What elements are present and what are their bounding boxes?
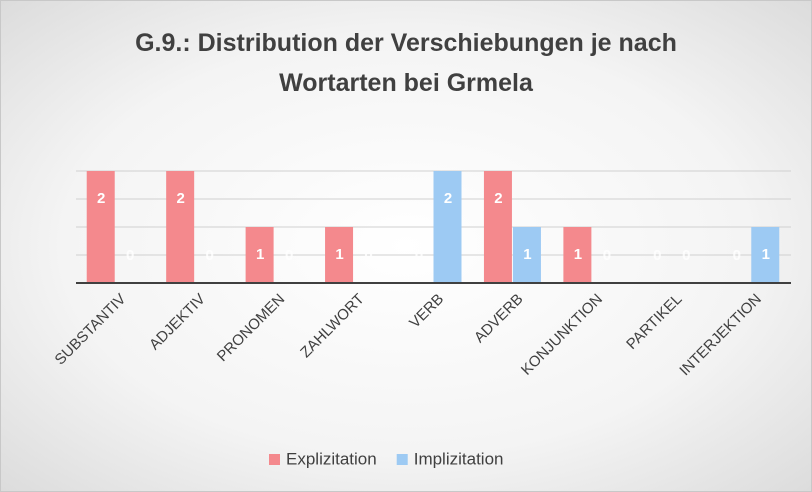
x-tick-label: PRONOMEN [214,291,288,365]
bar [563,227,592,283]
x-tick-label: KONJUNKTION [518,291,606,379]
data-label: 2 [176,190,184,207]
data-label: 0 [415,247,423,264]
x-tick-label: ADVERB [471,291,527,347]
legend-label: Implizitation [414,449,504,468]
data-label: 1 [523,246,531,263]
data-label: 2 [97,190,105,207]
bar [245,227,274,283]
bar [433,171,462,283]
legend-swatch [396,454,408,465]
legend-swatch [269,454,280,465]
data-label: 0 [733,247,741,264]
x-tick-label: INTERJEKTION [676,291,765,380]
bar [86,171,115,283]
bar [483,171,512,283]
data-label: 0 [364,247,372,264]
data-label: 2 [494,190,502,207]
data-label: 2 [444,190,452,207]
bar [751,227,780,283]
data-label: 0 [205,247,213,264]
data-label: 1 [335,246,343,263]
bar [512,227,541,283]
data-label: 1 [574,246,582,263]
data-label: 0 [653,247,661,264]
data-label: 0 [285,247,293,264]
x-tick-label: ZAHLWORT [297,291,368,362]
data-label: 0 [603,247,611,264]
data-label: 1 [256,246,264,263]
bar [325,227,354,283]
x-tick-label: VERB [406,291,447,332]
data-label: 1 [762,246,770,263]
data-label: 0 [682,247,690,264]
data-label: 0 [126,247,134,264]
chart-title: G.9.: Distribution der Verschiebungen je… [135,29,677,97]
legend-label: Explizitation [286,449,377,468]
x-tick-label: ADJEKTIV [146,291,209,354]
x-tick-label: PARTIKEL [623,291,685,353]
x-tick-label: SUBSTANTIV [52,291,130,369]
bar [166,171,195,283]
